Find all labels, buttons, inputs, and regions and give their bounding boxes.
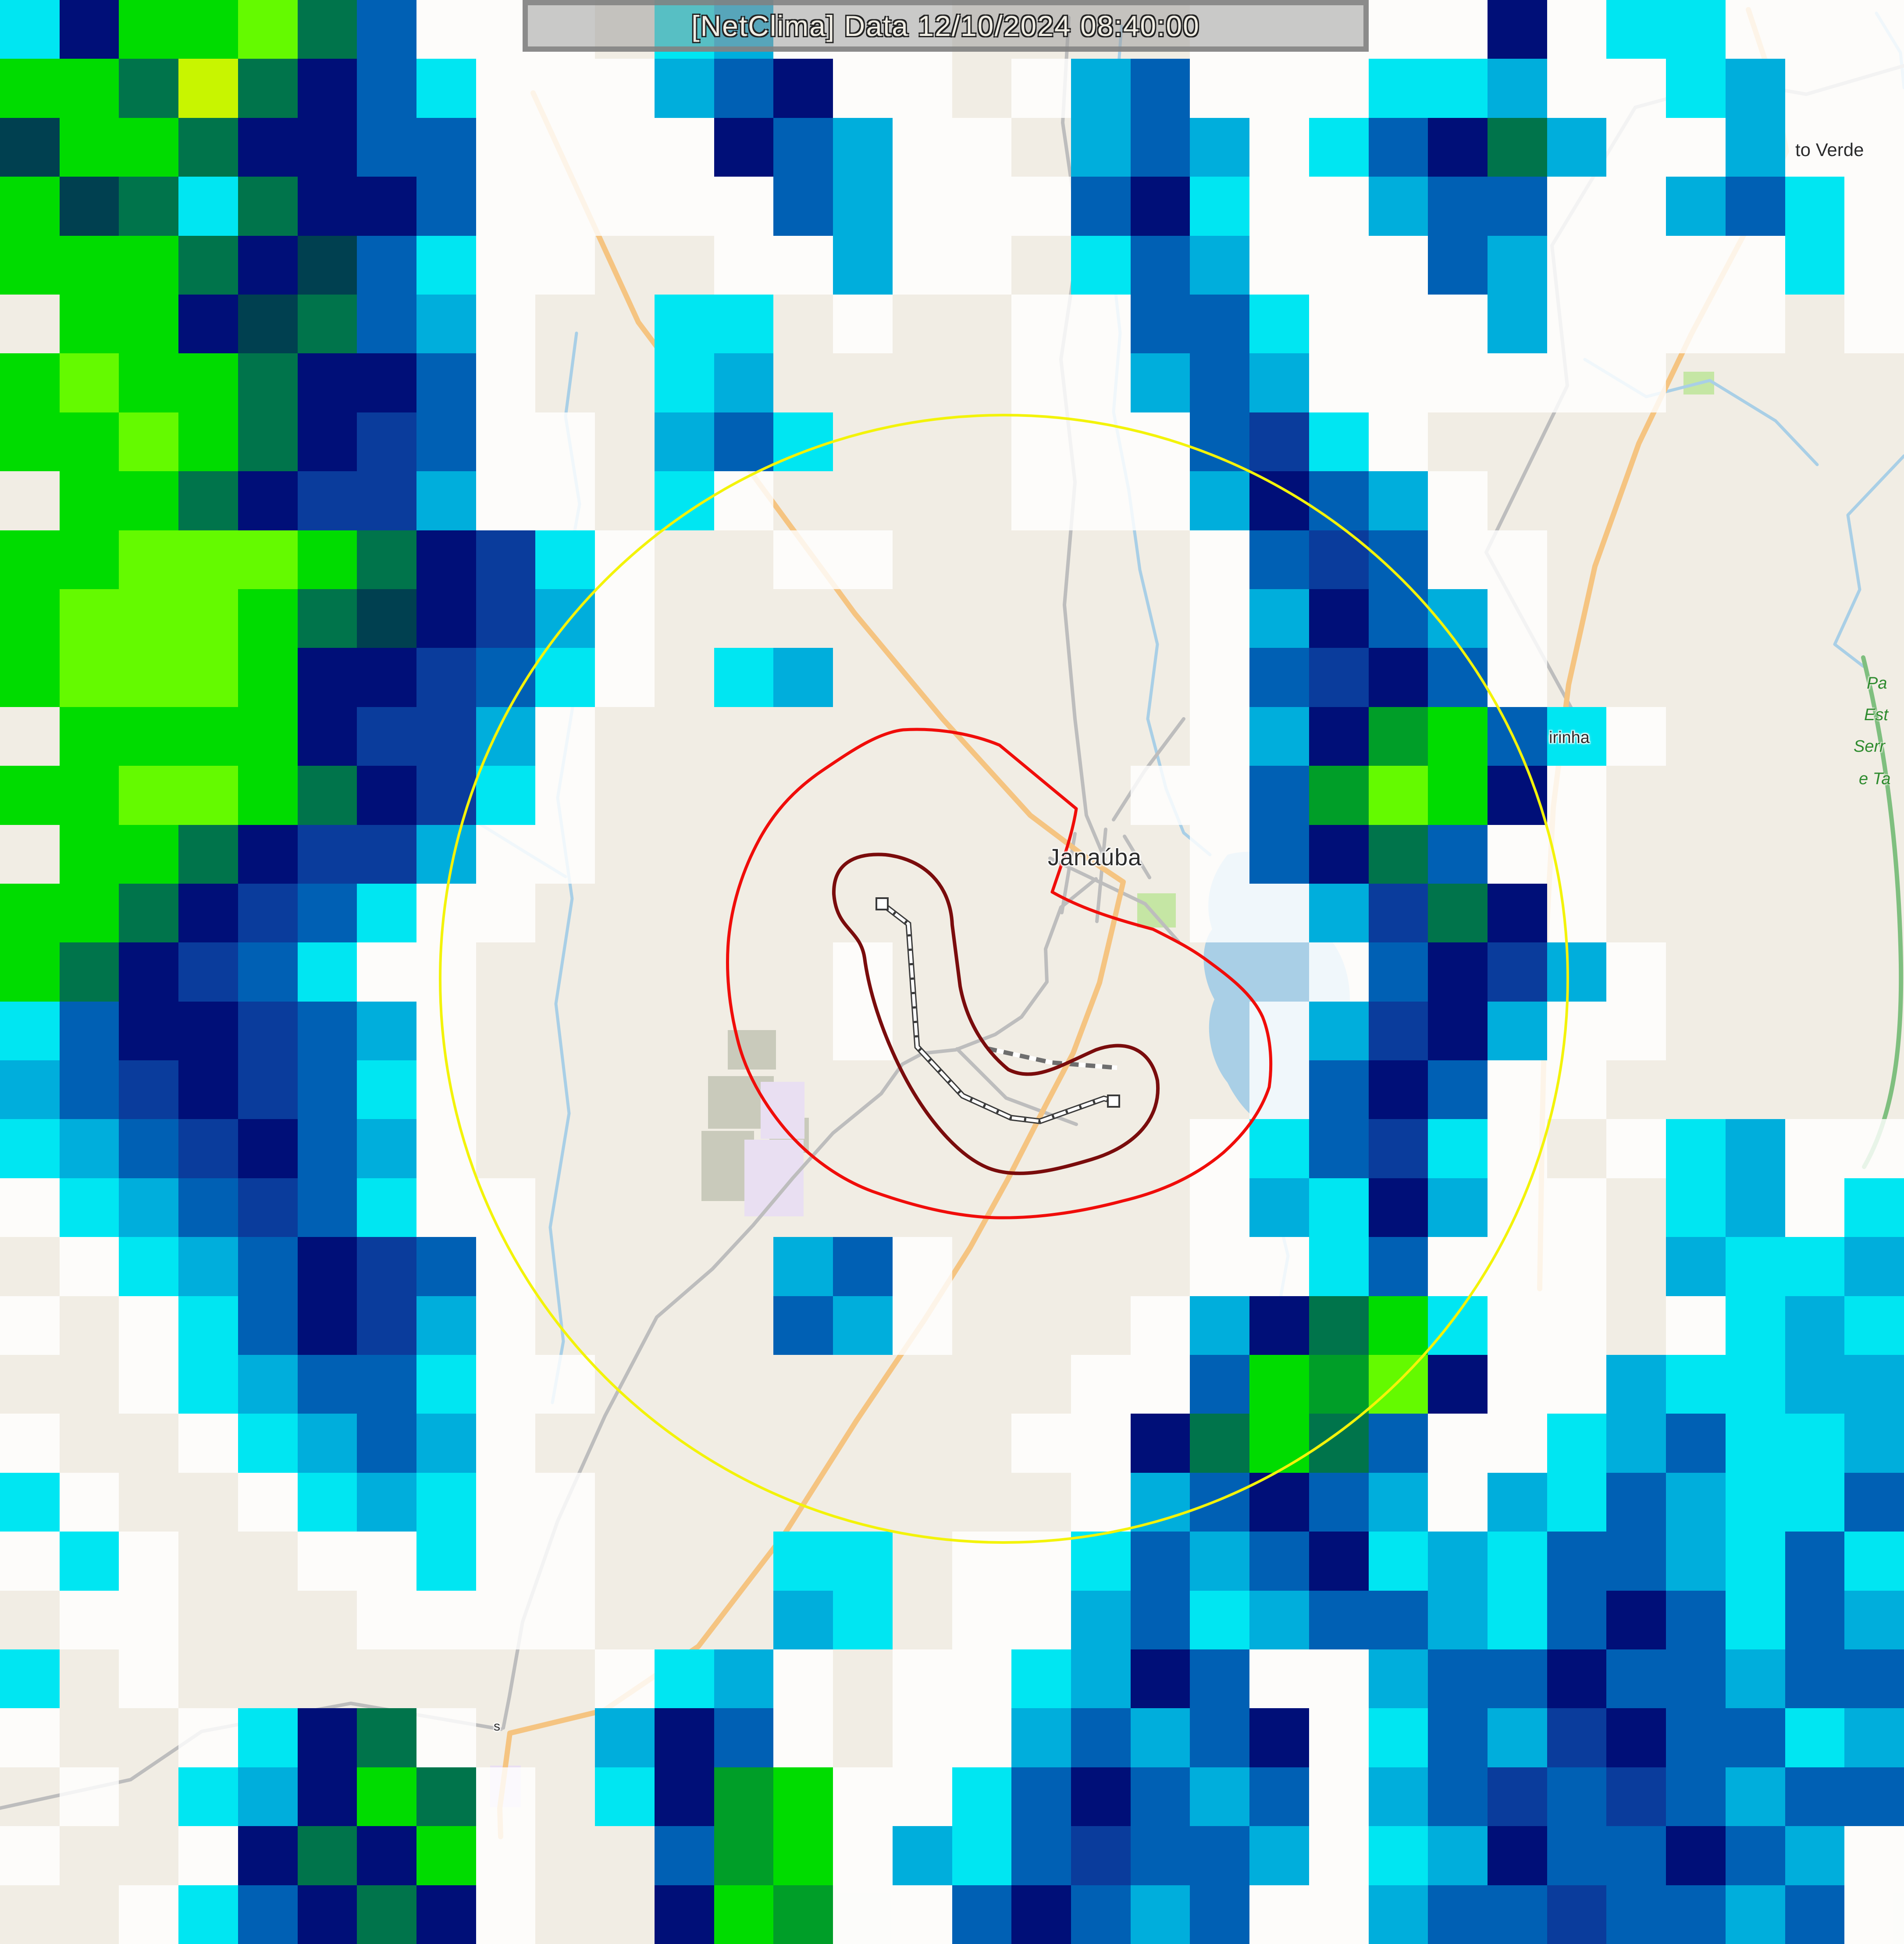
railway	[986, 1046, 1117, 1070]
label-park-line2: Est	[1864, 706, 1888, 724]
conveyor-endpoint	[1107, 1095, 1120, 1108]
conveyor-endpoint	[875, 897, 889, 910]
label-road-s: s	[494, 1719, 500, 1734]
label-park-line1: Pa	[1867, 674, 1887, 693]
conveyor-line	[875, 897, 1120, 1124]
header-bar: [NetClima] Data 12/10/2024 08:40:00	[523, 0, 1369, 52]
river-path	[1833, 454, 1904, 668]
label-irinha: irinha	[1549, 729, 1590, 747]
town-street	[1123, 835, 1151, 879]
scenic-route	[1861, 655, 1904, 1169]
label-to-verde: to Verde	[1795, 139, 1864, 160]
town-street	[1095, 828, 1107, 923]
label-park-line3: Serr	[1854, 737, 1885, 756]
label-park-line4: e Ta	[1859, 770, 1891, 788]
range-ring-yellow	[439, 414, 1569, 1544]
contour-red	[726, 728, 1273, 1219]
city-park	[1137, 893, 1176, 928]
header-title: [NetClima] Data 12/10/2024 08:40:00	[691, 10, 1200, 42]
town-street	[1143, 902, 1180, 943]
town-street	[1048, 856, 1147, 906]
label-janauba: Janaúba	[1048, 844, 1142, 871]
